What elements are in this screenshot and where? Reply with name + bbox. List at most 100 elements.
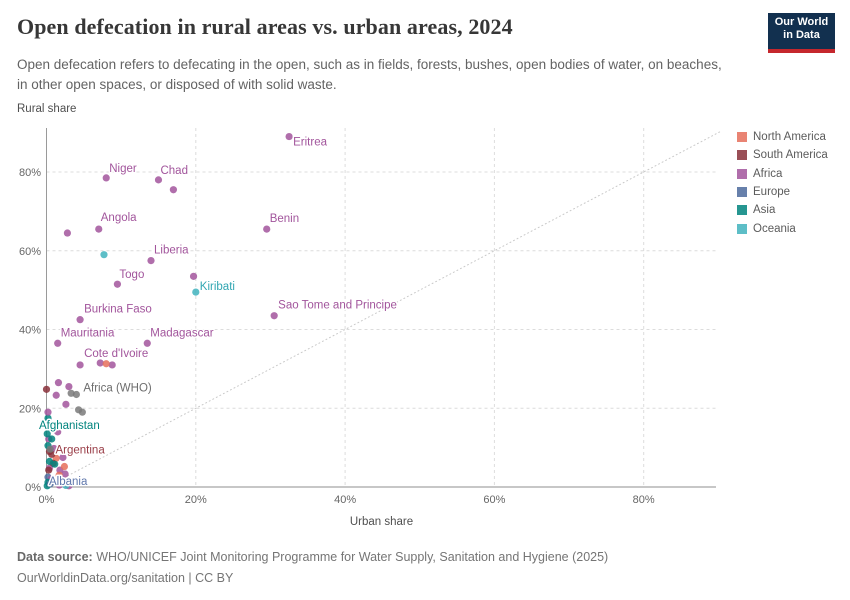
data-source-text: WHO/UNICEF Joint Monitoring Programme fo… [92, 550, 609, 564]
data-point[interactable] [54, 379, 63, 387]
country-label: Eritrea [293, 137, 327, 149]
chart-footer: Data source: WHO/UNICEF Joint Monitoring… [17, 547, 608, 589]
data-point[interactable] [44, 408, 52, 416]
x-axis-tick-label: 60% [483, 494, 505, 506]
data-point[interactable] [65, 382, 73, 391]
chart-subtitle: Open defecation refers to defecating in … [17, 57, 722, 92]
country-label: Albania [49, 476, 88, 488]
data-point[interactable] [169, 186, 178, 194]
country-label: Afghanistan [39, 420, 100, 432]
country-label: Chad [160, 165, 188, 177]
data-point[interactable] [59, 453, 67, 462]
data-source-label: Data source: [17, 550, 93, 564]
data-point-madagascar[interactable] [143, 339, 151, 347]
data-point[interactable] [47, 424, 55, 432]
y-axis-tick-label: 40% [19, 325, 41, 337]
y-axis-title: Rural share [17, 103, 77, 115]
license-line[interactable]: OurWorldinData.org/sanitation | CC BY [17, 571, 234, 585]
data-point[interactable] [55, 481, 63, 489]
legend-item-africa[interactable]: Africa [737, 165, 828, 183]
legend-label: North America [753, 131, 826, 144]
owid-logo-line1: Our World [774, 16, 829, 28]
data-point[interactable] [62, 481, 70, 490]
country-label: Cote d'Ivoire [84, 348, 148, 360]
data-point[interactable] [51, 460, 59, 468]
data-point[interactable] [63, 229, 72, 237]
data-point[interactable] [189, 272, 198, 280]
country-label: Burkina Faso [84, 304, 152, 316]
data-point-afghanistan[interactable] [44, 414, 52, 422]
country-label: Kiribati [200, 281, 235, 293]
legend-label: Europe [753, 186, 791, 199]
data-point[interactable] [67, 389, 75, 397]
legend-swatch-icon [737, 205, 747, 216]
data-point[interactable] [96, 359, 104, 367]
legend-item-asia[interactable]: Asia [737, 201, 828, 219]
legend-item-europe[interactable]: Europe [737, 183, 828, 201]
legend-label: South America [753, 149, 828, 162]
data-point-liberia[interactable] [147, 256, 155, 265]
y-axis-tick-label: 60% [19, 246, 41, 258]
legend-item-north-america[interactable]: North America [737, 128, 828, 146]
country-label: Africa (WHO) [83, 382, 152, 394]
data-point[interactable] [60, 462, 69, 471]
x-axis-title: Urban share [349, 516, 414, 528]
legend-swatch-icon [737, 150, 747, 161]
data-point-angola[interactable] [95, 225, 103, 233]
y-axis-tick-label: 0% [25, 482, 41, 494]
data-point-cote-d-ivoire[interactable] [76, 361, 84, 369]
legend-swatch-icon [737, 223, 747, 234]
data-point-benin[interactable] [263, 225, 271, 233]
diagonal-reference-line [46, 130, 722, 488]
y-axis-tick-label: 20% [19, 403, 41, 415]
owid-logo-line2: in Data [783, 29, 820, 41]
country-label: Angola [101, 212, 137, 224]
legend-item-oceania[interactable]: Oceania [737, 219, 828, 237]
data-point[interactable] [61, 470, 69, 478]
legend-label: Oceania [753, 222, 796, 235]
data-point-kiribati[interactable] [192, 288, 200, 296]
data-point[interactable] [55, 471, 63, 479]
legend-label: Asia [753, 204, 776, 217]
country-label: Niger [109, 163, 137, 175]
x-axis-tick-label: 20% [185, 494, 207, 506]
data-point[interactable] [52, 391, 60, 399]
country-label: Togo [119, 269, 144, 281]
data-point-chad[interactable] [154, 176, 163, 184]
data-point[interactable] [46, 480, 54, 488]
data-point[interactable] [108, 361, 116, 369]
legend-swatch-icon [737, 187, 747, 198]
data-point-sao-tome-and-principe[interactable] [270, 312, 278, 320]
continent-legend: North America South America Africa Europe As… [737, 128, 828, 238]
legend-item-south-america[interactable]: South America [737, 146, 828, 164]
owid-logo[interactable]: Our World in Data [768, 13, 835, 53]
data-point[interactable] [42, 385, 51, 393]
country-label: Argentina [55, 445, 105, 457]
country-label: Madagascar [150, 327, 213, 339]
data-point-niger[interactable] [102, 174, 110, 182]
data-point[interactable] [48, 435, 56, 443]
x-axis-tick-label: 40% [334, 494, 356, 506]
data-point[interactable] [45, 466, 53, 474]
country-label: Liberia [154, 245, 189, 257]
y-axis-tick-label: 80% [19, 167, 41, 179]
country-label: Mauritania [61, 327, 115, 339]
country-label: Benin [270, 213, 299, 225]
legend-swatch-icon [737, 132, 747, 143]
data-point[interactable] [54, 428, 62, 436]
data-point[interactable] [102, 360, 110, 368]
legend-label: Africa [753, 167, 783, 180]
data-point[interactable] [43, 430, 51, 438]
data-point-togo[interactable] [113, 280, 122, 288]
data-point-burkina-faso[interactable] [76, 316, 84, 324]
page-title: Open defecation in rural areas vs. urban… [17, 14, 513, 39]
data-point[interactable] [46, 445, 54, 453]
x-axis-tick-label: 80% [633, 494, 655, 506]
data-point[interactable] [100, 251, 108, 259]
data-point-mauritania[interactable] [54, 339, 62, 347]
data-point[interactable] [62, 400, 70, 408]
data-point-eritrea[interactable] [285, 132, 293, 141]
data-point[interactable] [78, 408, 86, 416]
